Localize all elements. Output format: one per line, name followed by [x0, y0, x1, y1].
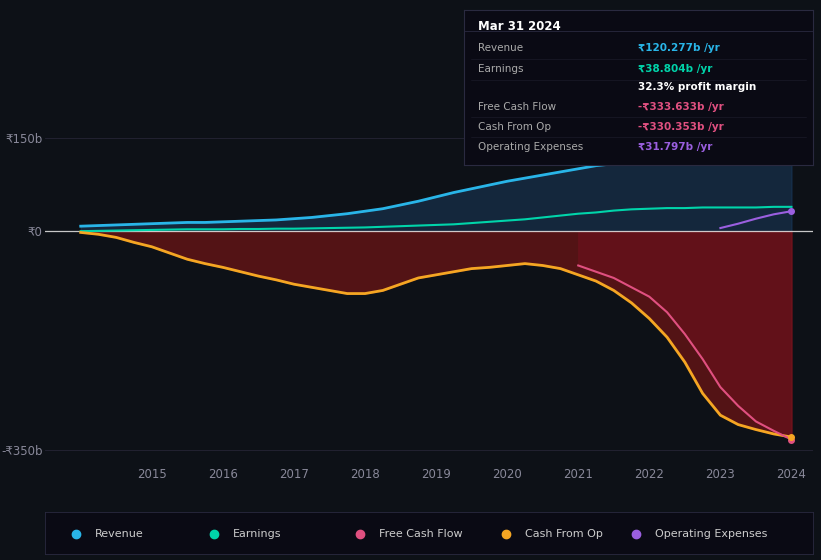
Text: ₹38.804b /yr: ₹38.804b /yr: [639, 64, 713, 74]
Text: Free Cash Flow: Free Cash Flow: [379, 529, 463, 539]
Text: Revenue: Revenue: [478, 44, 523, 53]
Text: -₹330.353b /yr: -₹330.353b /yr: [639, 122, 724, 132]
Text: Earnings: Earnings: [478, 64, 523, 74]
Text: ₹120.277b /yr: ₹120.277b /yr: [639, 44, 720, 53]
Text: -₹333.633b /yr: -₹333.633b /yr: [639, 102, 724, 112]
Text: Revenue: Revenue: [95, 529, 144, 539]
Text: ₹31.797b /yr: ₹31.797b /yr: [639, 142, 713, 152]
Text: Operating Expenses: Operating Expenses: [478, 142, 583, 152]
Text: Mar 31 2024: Mar 31 2024: [478, 20, 561, 34]
Text: Earnings: Earnings: [233, 529, 282, 539]
Text: 32.3% profit margin: 32.3% profit margin: [639, 82, 757, 92]
Text: Free Cash Flow: Free Cash Flow: [478, 102, 556, 112]
Text: Operating Expenses: Operating Expenses: [655, 529, 768, 539]
Text: Cash From Op: Cash From Op: [478, 122, 551, 132]
Text: Cash From Op: Cash From Op: [525, 529, 603, 539]
